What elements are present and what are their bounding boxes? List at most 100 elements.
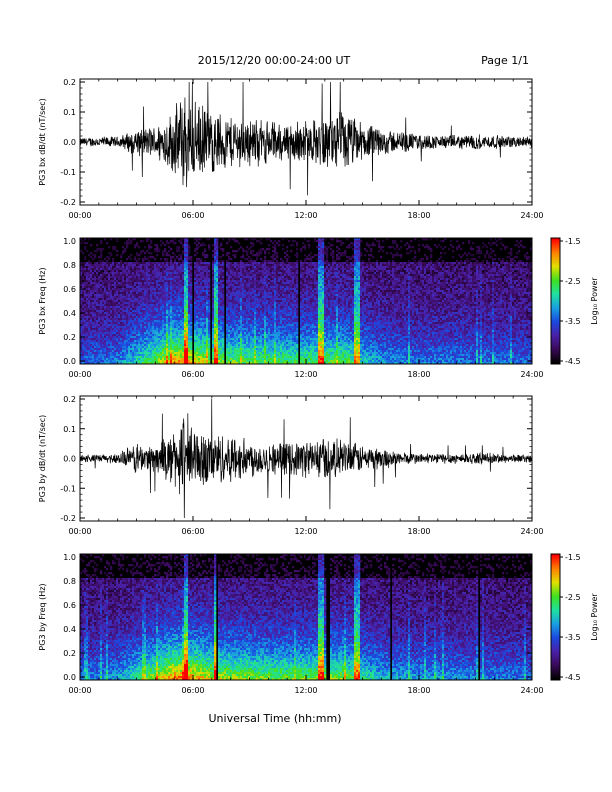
spectrogram-cell [180,256,183,259]
spectrogram-cell [256,308,259,311]
spectrogram-cell [118,316,121,319]
spectrogram-cell [232,342,235,345]
spectrogram-cell [152,328,155,331]
spectrogram-cell [108,356,111,359]
spectrogram-cell [184,260,187,263]
spectrogram-cell [138,316,141,319]
spectrogram-cell [120,292,123,295]
spectrogram-cell [152,360,155,363]
spectrogram-cell [124,298,127,301]
spectrogram-cell [156,360,159,363]
spectrogram-cell [84,270,87,273]
spectrogram-cell [106,286,109,289]
spectrogram-cell [140,338,143,341]
spectrogram-cell [160,358,163,361]
spectrogram-cell [216,300,219,303]
spectrogram-cell [152,326,155,329]
spectrogram-cell [92,340,95,343]
spectrogram-cell [84,308,87,311]
spectrogram-cell [226,308,229,311]
spectrogram-cell [216,292,219,295]
spectrogram-cell [116,266,119,269]
spectrogram-cell [146,240,149,243]
spectrogram-cell [94,296,97,299]
spectrogram-cell [110,332,113,335]
spectrogram-cell [162,264,165,267]
spectrogram-cell [128,268,131,271]
spectrogram-cell [120,304,123,307]
spectrogram-cell [164,328,167,331]
spectrogram-cell [162,362,165,365]
spectrogram-cell [180,264,183,267]
spectrogram-cell [122,274,125,277]
spectrogram-cell [218,308,221,311]
spectrogram-cell [88,342,91,345]
spectrogram-cell [244,294,247,297]
spectrogram-cell [226,292,229,295]
spectrogram-cell [162,268,165,271]
spectrogram-cell [222,318,225,321]
spectrogram-cell [178,344,181,347]
spectrogram-cell [222,310,225,313]
spectrogram-cell [124,320,127,323]
spectrogram-cell [108,304,111,307]
spectrogram-cell [174,286,177,289]
spectrogram-cell [190,304,193,307]
spectrogram-cell [128,242,131,245]
spectrogram-cell [152,262,155,265]
spectrogram-cell [142,280,145,283]
spectrogram-cell [182,330,185,333]
spectrogram-cell [206,290,209,293]
spectrogram-cell [174,348,177,351]
spectrogram-cell [146,316,149,319]
spectrogram-cell [84,326,87,329]
spectrogram-cell [234,360,237,363]
spectrogram-cell [186,238,189,241]
spectrogram-cell [252,338,255,341]
spectrogram-cell [152,324,155,327]
spectrogram-cell [256,262,259,265]
spectrogram-cell [110,336,113,339]
spectrogram-cell [182,334,185,337]
spectrogram-cell [92,278,95,281]
spectrogram-cell [232,292,235,295]
spectrogram-cell [230,340,233,343]
spectrogram-cell [168,306,171,309]
spectrogram-cell [150,344,153,347]
spectrogram-cell [214,340,217,343]
spectrogram-cell [152,330,155,333]
spectrogram-cell [258,324,261,327]
spectrogram-cell [208,322,211,325]
spectrogram-cell [92,350,95,353]
spectrogram-cell [186,280,189,283]
spectrogram-cell [116,332,119,335]
spectrogram-cell [124,350,127,353]
spectrogram-cell [120,344,123,347]
spectrogram-cell [84,356,87,359]
spectrogram-cell [230,278,233,281]
spectrogram-cell [130,346,133,349]
spectrogram-cell [82,298,85,301]
spectrogram-cell [222,308,225,311]
spectrogram-cell [92,338,95,341]
spectrogram-cell [258,314,261,317]
spectrogram-cell [230,330,233,333]
spectrogram-cell [110,320,113,323]
spectrogram-cell [196,288,199,291]
spectrogram-cell [216,302,219,305]
spectrogram-cell [126,334,129,337]
spectrogram-cell [204,332,207,335]
spectrogram-cell [108,256,111,259]
spectrogram-cell [220,330,223,333]
spectrogram-cell [240,260,243,263]
spectrogram-cell [250,304,253,307]
spectrogram-cell [232,308,235,311]
spectrogram-cell [216,280,219,283]
spectrogram-cell [222,348,225,351]
spectrogram-cell [172,316,175,319]
spectrogram-cell [230,314,233,317]
spectrogram-cell [238,352,241,355]
spectrogram-cell [168,314,171,317]
spectrogram-cell [208,298,211,301]
spectrogram-cell [146,264,149,267]
